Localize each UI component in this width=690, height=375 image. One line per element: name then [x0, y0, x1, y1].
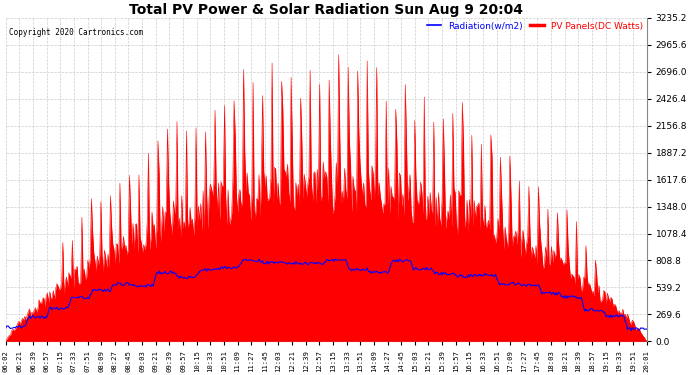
Text: Copyright 2020 Cartronics.com: Copyright 2020 Cartronics.com [9, 28, 143, 37]
Title: Total PV Power & Solar Radiation Sun Aug 9 20:04: Total PV Power & Solar Radiation Sun Aug… [129, 3, 523, 17]
Legend: Radiation(w/m2), PV Panels(DC Watts): Radiation(w/m2), PV Panels(DC Watts) [424, 18, 647, 34]
